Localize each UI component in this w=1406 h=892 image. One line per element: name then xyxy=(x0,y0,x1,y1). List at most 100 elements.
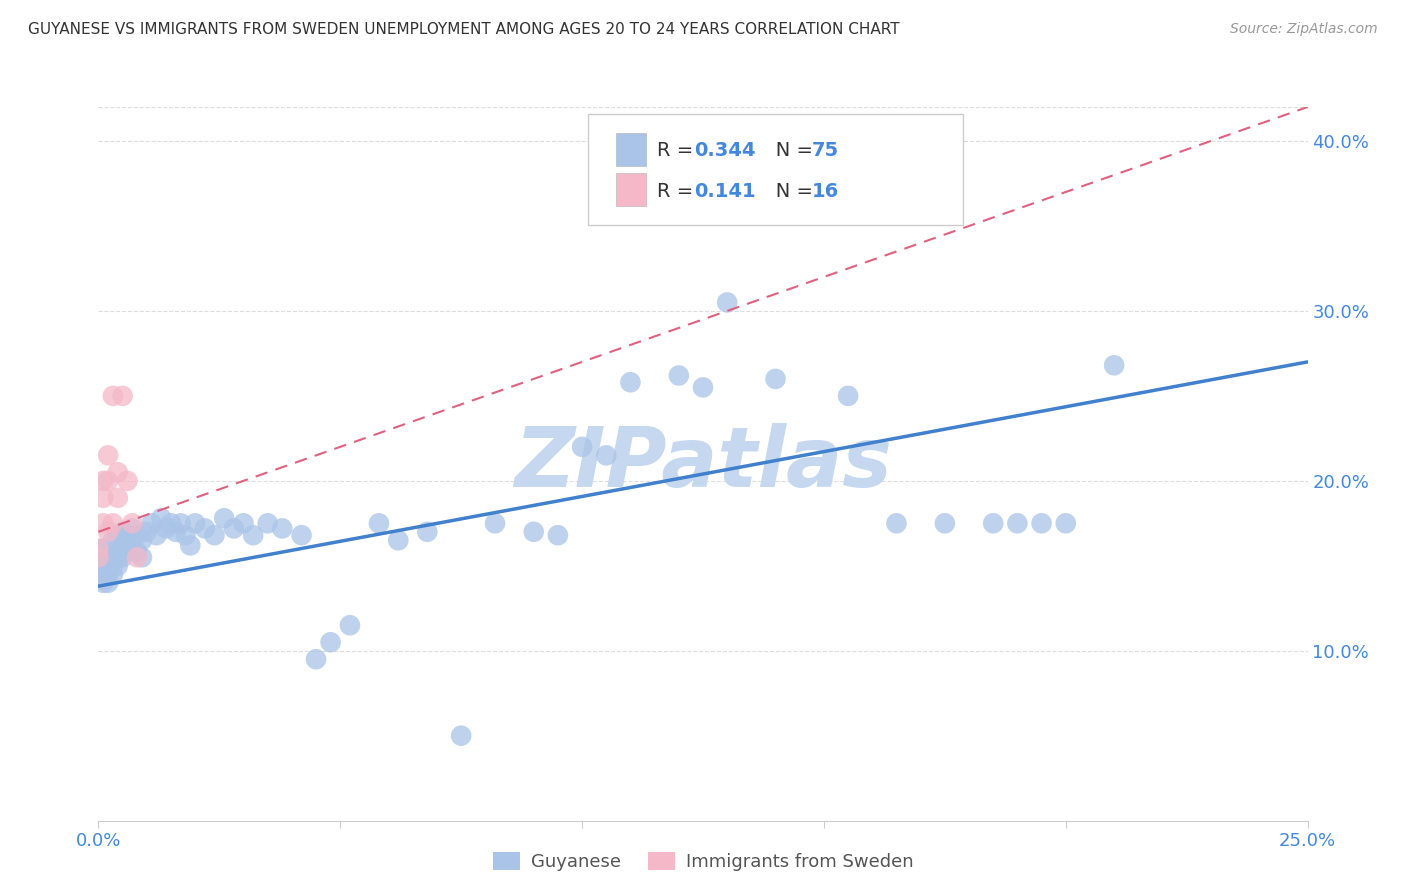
Point xyxy=(107,466,129,480)
Point xyxy=(595,448,617,462)
Point xyxy=(135,524,157,539)
Point xyxy=(87,550,110,565)
Point xyxy=(668,368,690,383)
Point xyxy=(1054,516,1077,531)
Text: ZIPatlas: ZIPatlas xyxy=(515,424,891,504)
Point xyxy=(91,575,114,590)
Point xyxy=(174,528,197,542)
Point xyxy=(692,380,714,394)
Point xyxy=(571,440,593,454)
Point xyxy=(111,524,134,539)
Point xyxy=(1102,359,1125,373)
Point xyxy=(222,521,245,535)
Point xyxy=(368,516,391,531)
Point xyxy=(523,524,546,539)
Text: N =: N = xyxy=(758,141,820,160)
Point xyxy=(271,521,294,535)
Point xyxy=(165,524,187,539)
Text: R =: R = xyxy=(657,141,700,160)
Point xyxy=(87,541,110,556)
Point xyxy=(101,389,124,403)
Point xyxy=(97,567,120,582)
Point xyxy=(339,618,361,632)
Legend: Guyanese, Immigrants from Sweden: Guyanese, Immigrants from Sweden xyxy=(485,845,921,879)
Point xyxy=(232,516,254,531)
Point xyxy=(101,533,124,548)
Point xyxy=(204,528,226,542)
Point xyxy=(111,389,134,403)
Point xyxy=(765,372,787,386)
Point xyxy=(117,545,139,559)
Point xyxy=(97,575,120,590)
Text: 75: 75 xyxy=(811,141,839,160)
Point xyxy=(716,295,738,310)
Text: 16: 16 xyxy=(811,182,839,201)
Point xyxy=(290,528,312,542)
Point xyxy=(97,448,120,462)
FancyBboxPatch shape xyxy=(588,114,963,225)
Point xyxy=(121,521,143,535)
FancyBboxPatch shape xyxy=(616,173,647,205)
Point xyxy=(127,528,149,542)
Point xyxy=(91,491,114,505)
Point xyxy=(1007,516,1029,531)
Point xyxy=(97,474,120,488)
FancyBboxPatch shape xyxy=(616,134,647,166)
Point xyxy=(87,541,110,556)
Point xyxy=(169,516,191,531)
Point xyxy=(319,635,342,649)
Text: N =: N = xyxy=(758,182,820,201)
Point xyxy=(619,376,641,390)
Point xyxy=(101,558,124,573)
Point xyxy=(387,533,409,548)
Point xyxy=(160,516,183,531)
Text: GUYANESE VS IMMIGRANTS FROM SWEDEN UNEMPLOYMENT AMONG AGES 20 TO 24 YEARS CORREL: GUYANESE VS IMMIGRANTS FROM SWEDEN UNEMP… xyxy=(28,22,900,37)
Point xyxy=(101,567,124,582)
Text: 0.141: 0.141 xyxy=(695,182,756,201)
Point xyxy=(111,541,134,556)
Point xyxy=(256,516,278,531)
Point xyxy=(121,516,143,531)
Point xyxy=(107,558,129,573)
Point xyxy=(97,524,120,539)
Point xyxy=(155,521,177,535)
Point xyxy=(150,511,173,525)
Point xyxy=(87,550,110,565)
Point xyxy=(107,491,129,505)
Point xyxy=(184,516,207,531)
Point xyxy=(91,541,114,556)
Point xyxy=(91,516,114,531)
Point xyxy=(1031,516,1053,531)
Point xyxy=(91,558,114,573)
Text: 0.344: 0.344 xyxy=(695,141,756,160)
Point xyxy=(97,558,120,573)
Point xyxy=(416,524,439,539)
Point xyxy=(117,474,139,488)
Point xyxy=(242,528,264,542)
Point xyxy=(194,521,217,535)
Point xyxy=(107,528,129,542)
Point xyxy=(91,474,114,488)
Point xyxy=(127,545,149,559)
Point xyxy=(934,516,956,531)
Point xyxy=(107,541,129,556)
Point xyxy=(131,550,153,565)
Point xyxy=(212,511,235,525)
Point xyxy=(145,528,167,542)
Point xyxy=(101,516,124,531)
Point xyxy=(117,528,139,542)
Point xyxy=(484,516,506,531)
Point xyxy=(179,538,201,552)
Point xyxy=(837,389,859,403)
Point xyxy=(97,550,120,565)
Point xyxy=(131,533,153,548)
Point xyxy=(121,538,143,552)
Text: Source: ZipAtlas.com: Source: ZipAtlas.com xyxy=(1230,22,1378,37)
Point xyxy=(305,652,328,666)
Point xyxy=(107,550,129,565)
Point xyxy=(111,550,134,565)
Point xyxy=(87,567,110,582)
Point xyxy=(886,516,908,531)
Point xyxy=(141,516,163,531)
Point xyxy=(981,516,1004,531)
